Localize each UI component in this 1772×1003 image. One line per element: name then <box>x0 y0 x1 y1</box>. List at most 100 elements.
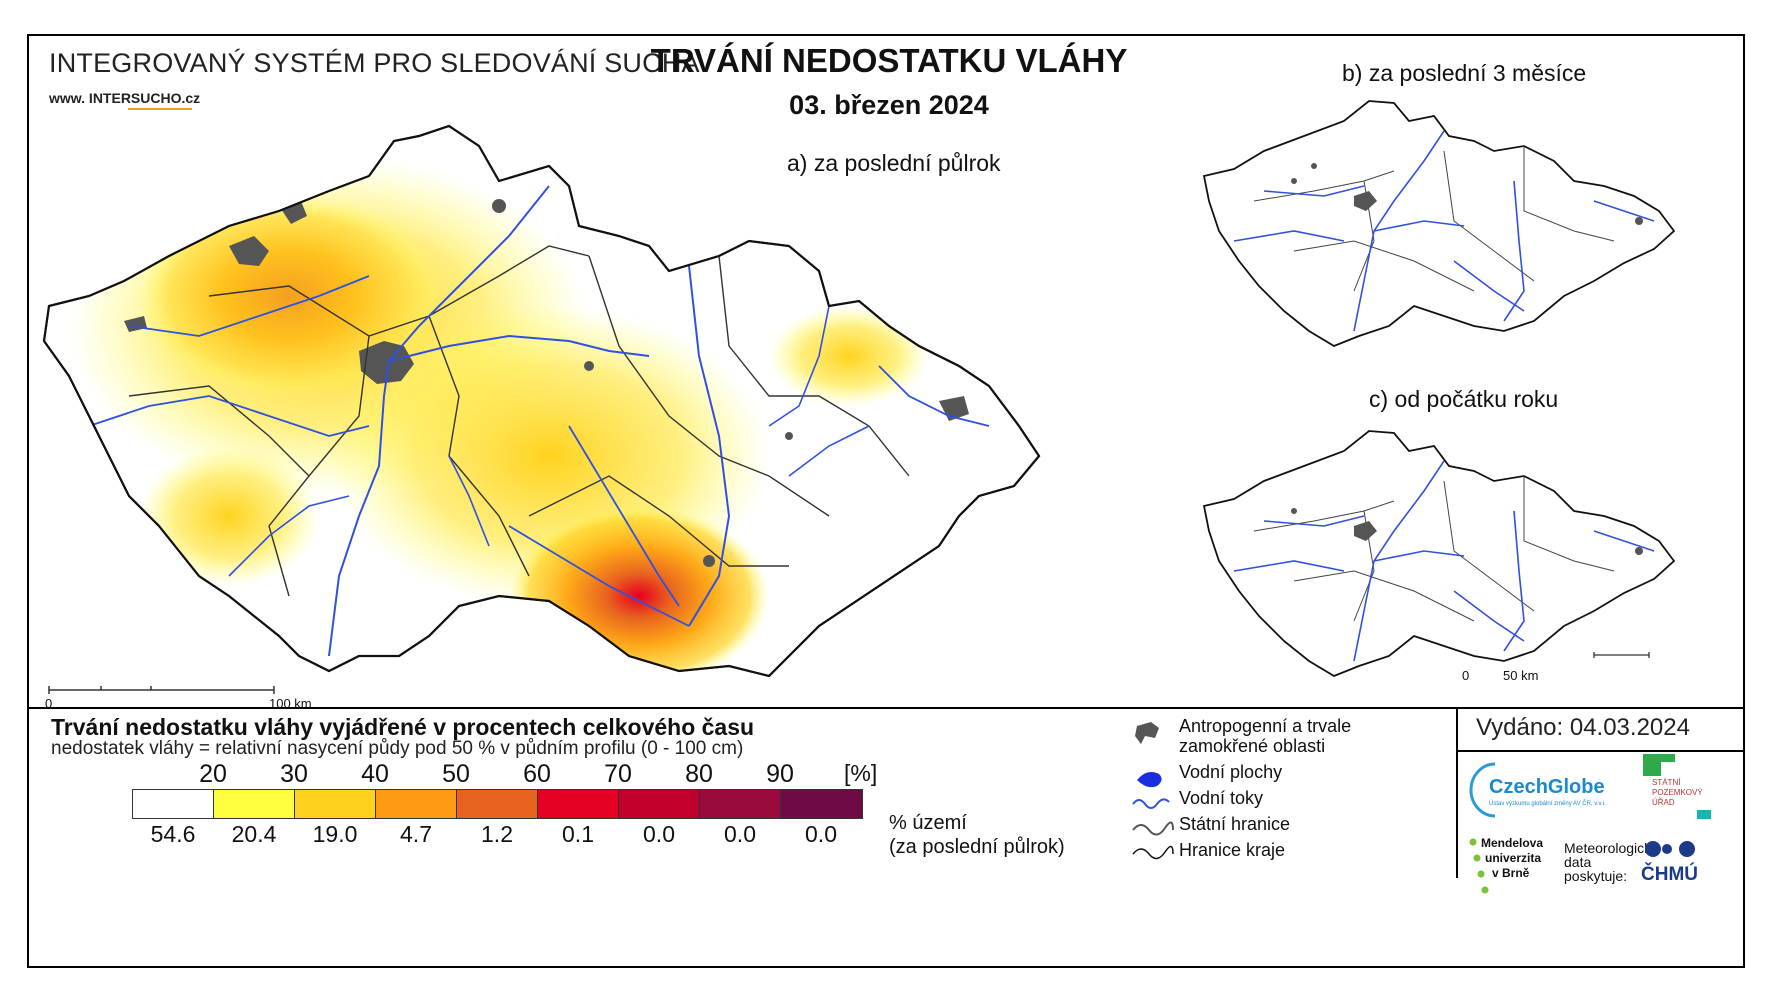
color-swatch <box>781 790 862 818</box>
area-percent: 0.0 <box>643 821 675 847</box>
river-odra <box>878 365 990 427</box>
system-title: INTEGROVANÝ SYSTÉM PRO SLEDOVÁNÍ SUCHA <box>49 48 700 78</box>
map-b-small <box>1202 100 1676 348</box>
color-swatch <box>133 790 214 818</box>
issued-date: Vydáno: 04.03.2024 <box>1476 714 1690 741</box>
drought-zone-southwest <box>139 446 319 586</box>
spu-logo-line2: POZEMKOVÝ <box>1652 788 1703 797</box>
region-border <box>128 385 310 477</box>
anthropogenic-label-2: zamokřené oblasti <box>1179 736 1326 756</box>
legend-title: Trvání nedostatku vláhy vyjádřené v proc… <box>51 714 755 740</box>
issued-separator <box>1458 750 1743 752</box>
scale-bar-small <box>1593 652 1650 658</box>
legend-color-scale <box>132 789 863 819</box>
legend-subtitle: nedostatek vláhy = relativní nasycení pů… <box>51 738 744 759</box>
area-percent: 0.0 <box>805 821 837 847</box>
legend-separator <box>29 707 1743 709</box>
color-swatch <box>214 790 295 818</box>
threshold-label: 20 <box>199 760 227 788</box>
prague-area <box>359 341 414 384</box>
footer-separator <box>1456 707 1458 878</box>
map-c-label: c) od počátku roku <box>1369 386 1559 412</box>
map-b-anthropogenic <box>1635 217 1643 225</box>
river-svratka <box>568 425 680 607</box>
map-c-regions <box>1253 476 1615 622</box>
area-percent: 19.0 <box>312 821 358 847</box>
map-b-rivers <box>1233 130 1655 332</box>
main-drought-map <box>42 124 1041 694</box>
spu-logo-mark <box>1697 810 1711 819</box>
main-title: TRVÁNÍ NEDOSTATKU VLÁHY <box>650 42 1128 79</box>
czechglobe-logo: CzechGlobe <box>1489 776 1605 798</box>
threshold-label: 70 <box>604 760 632 788</box>
river-morava <box>688 265 731 627</box>
area-label-period: (za poslední půlrok) <box>889 836 1065 858</box>
color-swatch <box>295 790 376 818</box>
threshold-label: 30 <box>280 760 308 788</box>
spu-logo-icon <box>1643 754 1661 776</box>
map-b-prague <box>1354 191 1377 211</box>
region-border <box>528 475 789 567</box>
scale-small-zero: 0 <box>1462 668 1470 683</box>
map-b-anthropogenic <box>1291 178 1297 184</box>
legend-area-percents: 54.6 20.4 19.0 4.7 1.2 0.1 0.0 0.0 0.0 <box>29 821 929 851</box>
threshold-label: 90 <box>766 760 794 788</box>
region-border-label: Hranice kraje <box>1179 840 1286 860</box>
map-date: 03. březen 2024 <box>789 90 989 120</box>
water-courses-label: Vodní toky <box>1179 788 1264 808</box>
czechglobe-subtitle: Ústav výzkumu globální změny AV ČR, v.v.… <box>1489 801 1606 807</box>
area-percent: 4.7 <box>400 821 432 847</box>
region-border-icon <box>1132 845 1174 860</box>
map-c-prague <box>1354 521 1377 541</box>
anthropogenic-symbol-icon <box>1135 722 1159 744</box>
state-border-icon <box>1132 821 1174 836</box>
mendelu-line2: univerzita <box>1485 851 1542 865</box>
scale-small-end: 50 km <box>1503 668 1539 683</box>
czechglobe-logo-icon <box>1469 762 1496 818</box>
color-swatch <box>538 790 619 818</box>
website-link[interactable]: www. INTERSUCHO.cz <box>49 90 201 106</box>
region-border <box>588 255 830 517</box>
area-percent: 1.2 <box>481 821 513 847</box>
river-berounka <box>88 395 370 437</box>
water-course-icon <box>1132 798 1170 809</box>
area-percent: 20.4 <box>231 821 277 847</box>
color-swatch <box>376 790 457 818</box>
spu-logo-line3: ÚŘAD <box>1652 798 1675 807</box>
map-frame: INTEGROVANÝ SYSTÉM PRO SLEDOVÁNÍ SUCHA w… <box>27 34 1745 968</box>
map-b-label: b) za poslední 3 měsíce <box>1342 60 1587 86</box>
river-dyje <box>508 525 690 627</box>
met-data-line1: Meteorologická <box>1564 840 1659 856</box>
threshold-label: 50 <box>442 760 470 788</box>
river-otava <box>228 495 350 577</box>
scale-bar-main <box>48 686 275 694</box>
river-luznice <box>448 455 490 547</box>
threshold-label: 60 <box>523 760 551 788</box>
anthropogenic-area <box>229 236 269 266</box>
river-opava <box>768 305 830 427</box>
map-a-label: a) za poslední půlrok <box>787 150 1001 176</box>
spu-logo-line1: STÁTNÍ <box>1652 778 1681 787</box>
chmu-logo-icon <box>1645 841 1695 857</box>
river-labe <box>388 334 650 362</box>
map-b-anthropogenic <box>1311 163 1317 169</box>
river-becva <box>788 425 870 477</box>
color-swatch <box>700 790 781 818</box>
threshold-label: 40 <box>361 760 389 788</box>
region-border <box>718 255 910 477</box>
map-c-anthropogenic <box>1291 508 1297 514</box>
anthropogenic-area <box>492 199 506 213</box>
legend-unit: [%] <box>844 760 878 786</box>
drought-zone-northwest <box>139 196 439 396</box>
anthropogenic-label: Antropogenní a trvale <box>1179 716 1352 736</box>
area-percent: 0.0 <box>724 821 756 847</box>
mendelu-line3: v Brně <box>1492 866 1530 880</box>
river-vltava-labe <box>328 185 550 657</box>
water-body-icon <box>1137 772 1162 788</box>
map-c-rivers <box>1233 460 1655 662</box>
threshold-label: 80 <box>685 760 713 788</box>
map-c-small <box>1202 430 1676 678</box>
met-data-line2: data <box>1564 854 1592 870</box>
color-swatch <box>619 790 700 818</box>
mendelu-logo-icon <box>1469 838 1489 894</box>
